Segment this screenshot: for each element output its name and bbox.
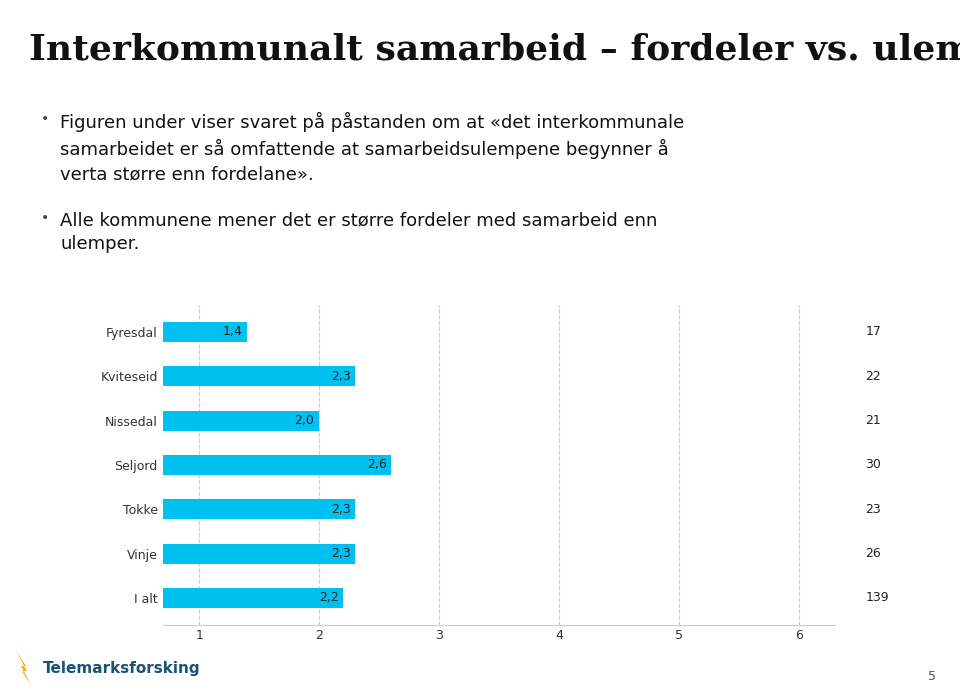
Bar (80, 543, 355, 564)
Text: 21: 21 (865, 414, 881, 427)
Text: 30: 30 (865, 459, 881, 471)
Text: 139: 139 (865, 591, 889, 604)
Text: •: • (41, 211, 49, 225)
Text: 2,3: 2,3 (330, 503, 350, 516)
Text: 2,2: 2,2 (319, 591, 339, 604)
Text: Figuren under viser svaret på påstanden om at «det interkommunale
samarbeidet er: Figuren under viser svaret på påstanden … (60, 112, 684, 184)
Text: 17: 17 (865, 325, 881, 339)
Text: 1,4: 1,4 (223, 325, 242, 339)
Text: 5: 5 (928, 670, 936, 683)
Bar (80, 322, 248, 342)
Text: 23: 23 (865, 503, 881, 516)
Text: Alle kommunene mener det er større fordeler med samarbeid enn
ulemper.: Alle kommunene mener det er større forde… (60, 211, 658, 253)
Polygon shape (16, 651, 32, 686)
Text: 2,3: 2,3 (330, 547, 350, 560)
Bar (80, 455, 392, 475)
Text: Interkommunalt samarbeid – fordeler vs. ulemper: Interkommunalt samarbeid – fordeler vs. … (29, 33, 960, 67)
Bar (80, 411, 319, 430)
Text: 2,3: 2,3 (330, 370, 350, 383)
Bar (80, 366, 355, 387)
Text: •: • (41, 112, 49, 126)
Text: 2,6: 2,6 (367, 459, 386, 471)
Text: Telemarksforsking: Telemarksforsking (43, 661, 201, 676)
Text: 26: 26 (865, 547, 881, 560)
Text: 22: 22 (865, 370, 881, 383)
Bar (80, 588, 344, 608)
Text: 2,0: 2,0 (295, 414, 314, 427)
Bar (80, 500, 355, 519)
